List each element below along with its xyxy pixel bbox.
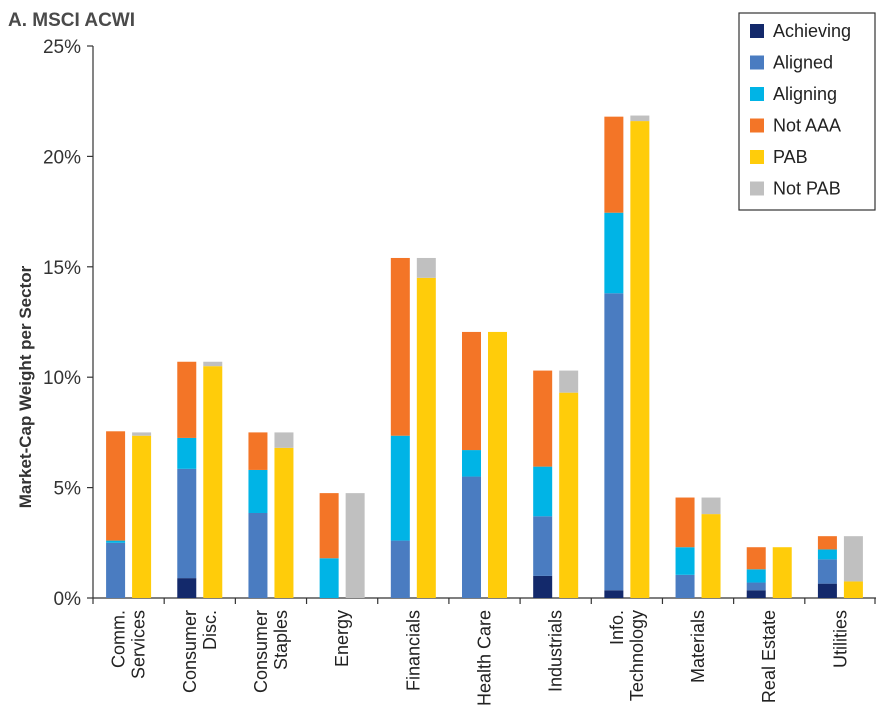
legend-swatch [750, 181, 764, 196]
bar-segment-aligning [319, 558, 339, 598]
bar-segment-aligning [462, 450, 481, 477]
bar-segment-not-aaa [604, 116, 624, 213]
bar-segment-not-pab [203, 361, 223, 367]
bar-segment-not-aaa [462, 331, 481, 451]
bar-segment-aligned [248, 512, 268, 598]
legend-swatch [750, 55, 764, 70]
bar-segment-not-aaa [319, 493, 339, 559]
bar-segment-aligned [604, 293, 624, 591]
x-category-label: Financials [403, 610, 423, 691]
category-labels: Comm. Services Consumer Disc. Consumer Staple… [109, 610, 851, 706]
bar-segment-aligned [106, 542, 126, 598]
bar-segment-not-pab [630, 115, 650, 122]
bar-segment-not-aaa [746, 547, 766, 570]
x-category-label: Real Estate [759, 610, 779, 703]
bar-segment-not-aaa [533, 370, 553, 467]
legend-swatch [750, 87, 764, 101]
bar-segment-aligning [817, 549, 837, 560]
bar-segment-pab [630, 121, 650, 599]
y-tick-label: 20% [43, 147, 81, 168]
bar-segment-not-aaa [675, 497, 695, 548]
bar-segment-aligning [533, 466, 553, 517]
bar-segment-aligning [604, 212, 624, 294]
bar-segment-aligned [675, 574, 695, 598]
x-category-label: Technology [627, 610, 647, 701]
bar-segment-not-aaa [248, 432, 268, 470]
x-category-label: Disc. [200, 610, 220, 650]
bar-segment-achieving [533, 575, 553, 598]
x-category-label: Materials [688, 610, 708, 683]
bar-segment-not-aaa [817, 536, 837, 550]
legend-label: Aligned [773, 53, 833, 73]
bar-segment-not-pab [559, 370, 579, 393]
bar-segment-not-aaa [177, 361, 197, 438]
x-category-label: Services [129, 610, 149, 679]
x-category-label: Comm. [109, 610, 129, 668]
bars [106, 115, 863, 599]
bar-segment-not-pab [416, 257, 436, 278]
bar-segment-not-aaa [106, 431, 126, 541]
bar-segment-pab [843, 581, 863, 598]
bar-segment-pab [132, 435, 152, 598]
bar-segment-pab [416, 277, 436, 598]
bar-segment-aligned [746, 582, 766, 591]
legend-swatch [750, 118, 764, 133]
x-category-label: Utilities [830, 610, 850, 668]
bar-segment-aligning [248, 469, 268, 513]
x-category-label: Industrials [546, 610, 566, 692]
x-category-label: Staples [271, 610, 291, 670]
bar-segment-not-pab [132, 432, 152, 436]
bar-segment-achieving [817, 583, 837, 598]
bar-segment-aligned [177, 468, 197, 579]
bar-segment-not-aaa [390, 257, 410, 436]
bar-segment-not-pab [843, 536, 863, 582]
bar-segment-pab [203, 366, 223, 598]
y-tick-label: 0% [54, 589, 82, 610]
legend-label: PAB [773, 147, 808, 167]
bar-segment-aligned [390, 540, 410, 598]
bar-segment-achieving [746, 590, 766, 598]
legend: Achieving Aligned Aligning Not AAA PAB Not PA… [738, 12, 876, 211]
bar-segment-pab [488, 331, 507, 598]
axes: 0% 5% 10% 15% 20% 25% [43, 37, 876, 610]
legend-swatch [750, 150, 764, 164]
x-category-label: Consumer [251, 610, 271, 693]
bar-segment-pab [559, 392, 579, 598]
legend-label: Not AAA [773, 116, 841, 136]
bar-segment-achieving [604, 590, 624, 598]
bar-segment-not-pab [701, 497, 721, 515]
bar-segment-aligning [746, 569, 766, 583]
x-category-label: Info. [607, 610, 627, 645]
bar-segment-aligning [106, 540, 126, 543]
x-category-label: Consumer [180, 610, 200, 693]
legend-label: Not PAB [773, 179, 841, 199]
bar-segment-aligning [675, 547, 695, 575]
bar-segment-aligned [462, 476, 481, 598]
bar-segment-aligned [533, 516, 553, 576]
bar-segment-not-pab [274, 432, 294, 448]
chart-title: A. MSCI ACWI [8, 10, 135, 31]
bar-segment-not-pab [345, 493, 365, 598]
y-tick-label: 25% [43, 37, 81, 58]
legend-label: Aligning [773, 84, 837, 104]
legend-box [738, 12, 876, 211]
bar-segment-aligned [817, 559, 837, 584]
y-tick-label: 15% [43, 258, 81, 279]
bar-segment-pab [274, 447, 294, 598]
y-axis-label: Market-Cap Weight per Sector [16, 265, 35, 508]
bar-segment-pab [772, 547, 792, 598]
bar-segment-achieving [177, 578, 197, 598]
x-category-label: Health Care [475, 610, 495, 706]
bar-segment-pab [701, 514, 721, 598]
y-tick-label: 10% [43, 368, 81, 389]
legend-label: Achieving [773, 21, 851, 41]
bar-segment-aligning [177, 437, 197, 469]
legend-swatch [750, 24, 764, 38]
y-tick-label: 5% [54, 479, 82, 500]
x-category-label: Energy [332, 610, 352, 667]
bar-segment-aligning [390, 435, 410, 541]
